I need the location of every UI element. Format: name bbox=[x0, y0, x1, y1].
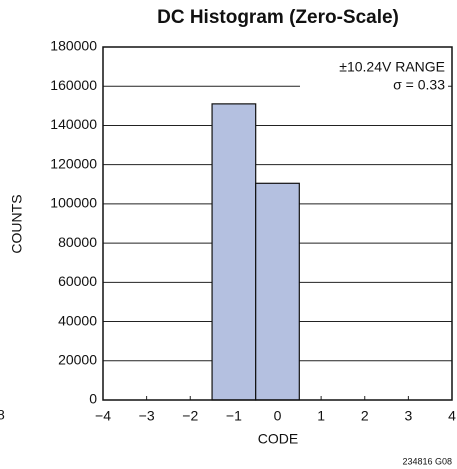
y-tick-label: 100000 bbox=[50, 195, 97, 211]
x-tick-label: 1 bbox=[317, 408, 325, 424]
chart-title: DC Histogram (Zero-Scale) bbox=[157, 7, 399, 28]
x-tick-label: 4 bbox=[448, 408, 456, 424]
x-tick-label: 0 bbox=[274, 408, 282, 424]
y-tick-label: 160000 bbox=[50, 77, 97, 93]
annotation: ±10.24V RANGE bbox=[339, 59, 445, 75]
annotation-bg bbox=[300, 57, 448, 93]
y-tick-label: 60000 bbox=[58, 273, 97, 289]
x-tick-label: −3 bbox=[139, 408, 155, 424]
bar bbox=[211, 103, 257, 401]
y-tick-label: 140000 bbox=[50, 116, 97, 132]
y-tick-label: 120000 bbox=[50, 155, 97, 171]
x-axis-label: CODE bbox=[258, 431, 298, 447]
x-tick-label: 3 bbox=[404, 408, 412, 424]
annotation: σ = 0.33 bbox=[393, 77, 445, 93]
x-tick-label: 2 bbox=[361, 408, 369, 424]
bar bbox=[255, 182, 300, 401]
y-axis-label: COUNTS bbox=[9, 194, 25, 253]
edge-text: 8 bbox=[0, 407, 5, 423]
x-tick-label: −1 bbox=[226, 408, 242, 424]
y-tick-label: 0 bbox=[89, 391, 97, 407]
x-tick-label: −2 bbox=[182, 408, 198, 424]
y-tick-label: 40000 bbox=[58, 312, 97, 328]
y-tick-label: 80000 bbox=[58, 234, 97, 250]
y-tick-label: 20000 bbox=[58, 351, 97, 367]
y-tick-label: 180000 bbox=[50, 38, 97, 54]
plot-frame bbox=[102, 46, 453, 401]
footnote: 234816 G08 bbox=[402, 456, 452, 466]
x-tick-label: −4 bbox=[95, 408, 111, 424]
